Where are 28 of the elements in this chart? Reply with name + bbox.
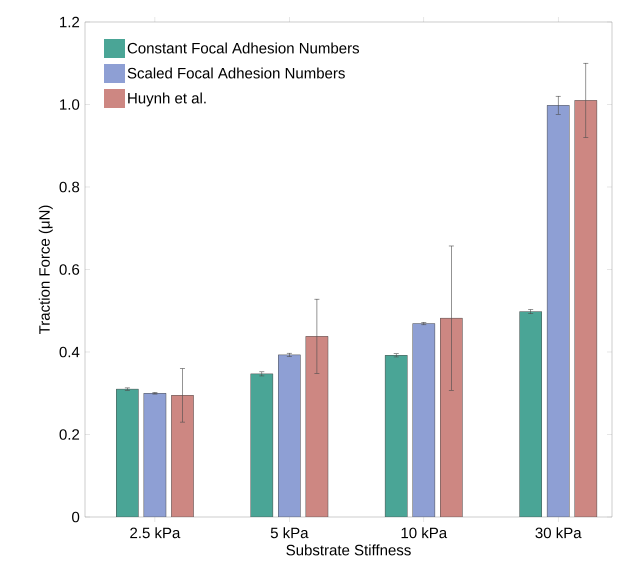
x-tick-label: 5 kPa [270, 527, 309, 538]
legend-label: Constant Focal Adhesion Numbers [128, 42, 360, 54]
bar [250, 374, 274, 517]
bar [384, 355, 408, 517]
y-axis-title: Traction Force (μN) [38, 206, 53, 334]
bar [306, 336, 328, 517]
bar [116, 388, 139, 517]
y-tick-label: 0.6 [60, 264, 80, 275]
x-tick-label: 2.5 kPa [130, 527, 180, 538]
legend-label: Huynh et al. [128, 92, 206, 106]
bar [546, 105, 570, 517]
y-tick-label: 0.2 [60, 429, 80, 440]
y-tick-label: 0 [72, 512, 80, 522]
legend-label: Scaled Focal Adhesion Numbers [128, 67, 345, 78]
x-axis-title: Substrate Stiffness [286, 544, 411, 556]
y-tick-label: 1.0 [60, 99, 80, 110]
bar [278, 354, 301, 517]
x-tick-label: 10 kPa [402, 527, 448, 538]
x-tick-label: 30 kPa [535, 527, 582, 538]
y-tick-label: 0.8 [60, 182, 80, 192]
bar [144, 392, 166, 517]
bar [574, 100, 598, 517]
bar [519, 311, 542, 517]
y-tick-label: 0.4 [60, 346, 80, 358]
y-tick-label: 1.2 [60, 16, 80, 28]
bar [171, 395, 194, 517]
bar [440, 318, 463, 517]
bar [412, 323, 436, 517]
